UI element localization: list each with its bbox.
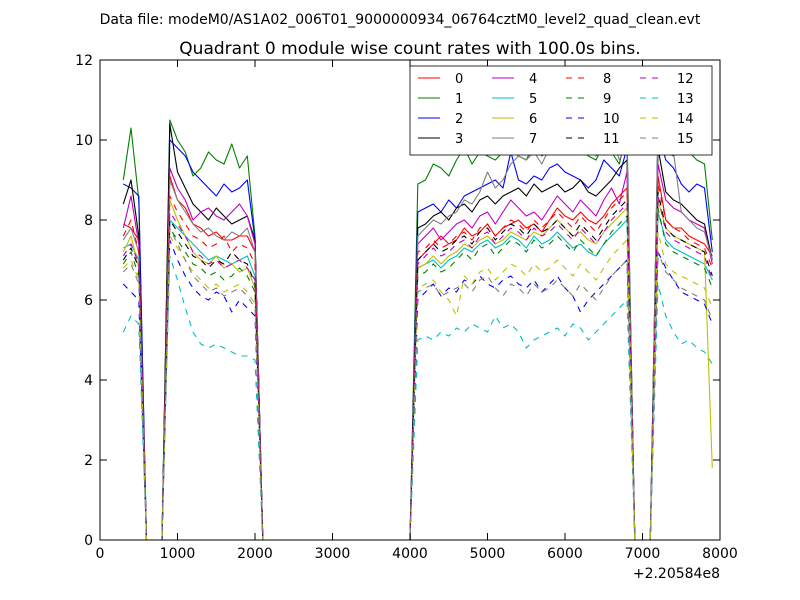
- y-tick-label: 4: [84, 373, 93, 389]
- series-line-1: [122, 119, 713, 540]
- y-tick-label: 0: [84, 533, 93, 549]
- series-line-9: [122, 207, 713, 540]
- x-tick-label: 3000: [315, 546, 351, 562]
- legend-label-9: 9: [603, 92, 611, 107]
- series-layer: [122, 119, 713, 540]
- series-line-10: [122, 239, 713, 540]
- x-tick-label: 5000: [470, 546, 506, 562]
- legend-label-3: 3: [455, 132, 463, 147]
- legend-label-15: 15: [677, 132, 694, 147]
- series-line-13: [122, 255, 713, 540]
- x-tick-label: 4000: [392, 546, 428, 562]
- legend-label-6: 6: [529, 112, 537, 127]
- legend-label-4: 4: [529, 72, 537, 87]
- legend-label-8: 8: [603, 72, 611, 87]
- y-tick-label: 6: [84, 293, 93, 309]
- ticks-layer: 0 1000 2000 3000 4000 5000 6000 7000 80000246810…: [75, 53, 738, 562]
- x-tick-label: 2000: [237, 546, 273, 562]
- chart-title: Quadrant 0 module wise count rates with …: [179, 39, 640, 59]
- x-tick-label: 7000: [625, 546, 661, 562]
- legend-label-12: 12: [677, 72, 694, 87]
- legend-frame: [409, 65, 713, 156]
- y-tick-label: 8: [84, 213, 93, 229]
- series-line-2: [123, 131, 713, 540]
- legend-label-7: 7: [529, 132, 537, 147]
- x-tick-label: 1000: [160, 546, 196, 562]
- legend-label-1: 1: [455, 92, 463, 107]
- series-line-11: [122, 191, 713, 540]
- x-tick-label: 8000: [702, 546, 738, 562]
- legend-label-0: 0: [455, 72, 463, 87]
- series-line-3: [122, 123, 713, 540]
- x-tick-label: 0: [96, 546, 105, 562]
- series-line-15: [122, 227, 713, 540]
- x-tick-label: 6000: [547, 546, 583, 562]
- legend-label-5: 5: [529, 92, 537, 107]
- legend-label-2: 2: [455, 112, 463, 127]
- x-offset-label: +2.20584e8: [633, 566, 720, 582]
- legend-label-13: 13: [677, 92, 694, 107]
- series-line-12: [122, 195, 713, 540]
- y-tick-label: 10: [75, 133, 93, 149]
- y-tick-label: 12: [75, 53, 93, 69]
- y-tick-label: 2: [84, 453, 93, 469]
- legend-label-10: 10: [603, 112, 620, 127]
- chart-suptitle: Data file: modeM0/AS1A02_006T01_90000009…: [100, 12, 701, 28]
- legend-label-11: 11: [603, 132, 620, 147]
- series-line-8: [122, 183, 713, 540]
- legend-label-14: 14: [677, 112, 694, 127]
